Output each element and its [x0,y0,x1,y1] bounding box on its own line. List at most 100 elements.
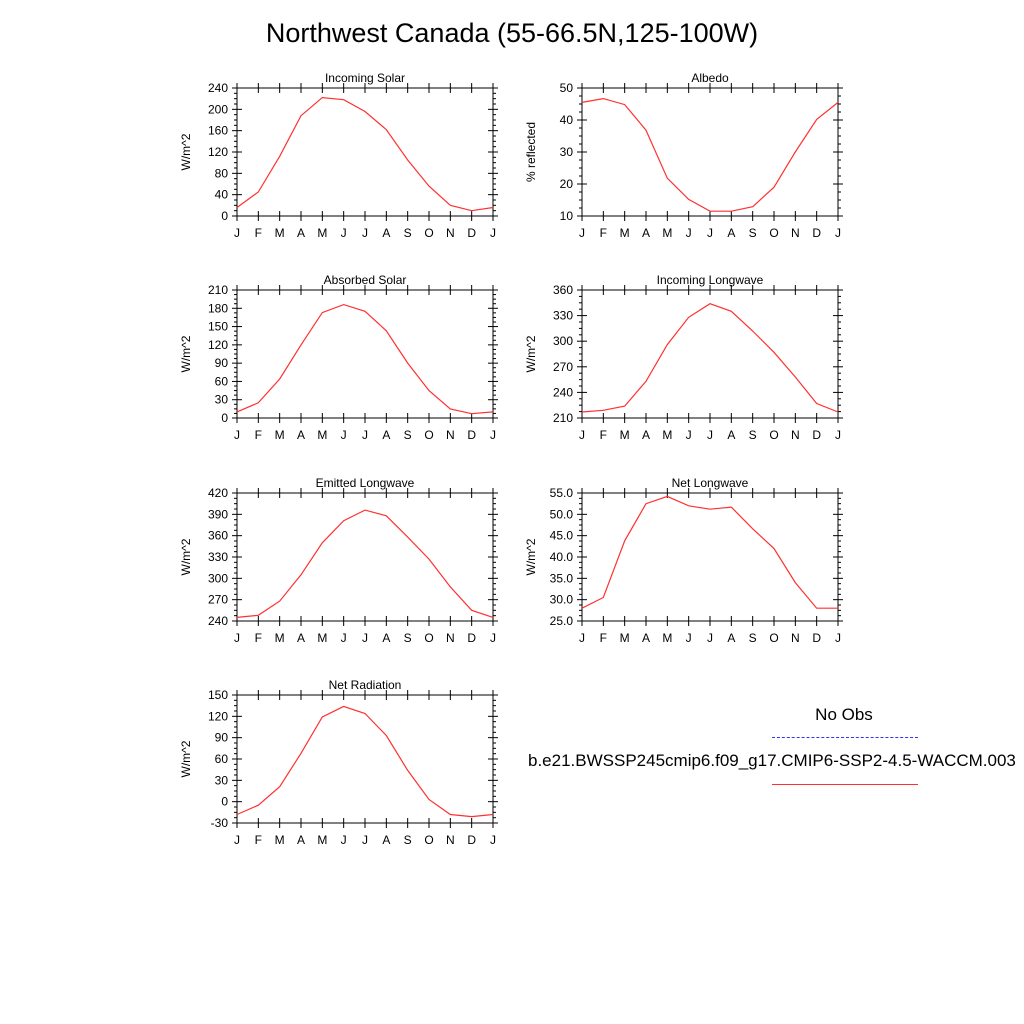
y-tick-label: 30 [215,393,229,407]
x-tick-label: S [404,226,412,240]
x-tick-label: M [317,226,327,240]
chart-incoming-longwave: Incoming Longwave W/m^2 210 240 270 300 330 360… [524,273,843,442]
x-tick-label: M [620,226,630,240]
legend-obs-line [772,737,918,738]
y-tick-label: 120 [208,145,228,159]
y-tick-label: 360 [553,283,573,297]
y-tick-label: 0 [221,411,228,425]
y-tick-label: 270 [208,593,228,607]
chart-title: Albedo [691,71,729,85]
series-line [581,495,838,609]
chart-title: Incoming Solar [325,71,405,85]
y-tick-label: 40 [560,113,574,127]
x-tick-label: A [382,226,390,240]
plot-frame [236,492,494,622]
x-tick-label: J [835,428,841,442]
chart-emitted-longwave: Emitted Longwave W/m^2 240 270 300 330 360 390 4… [179,476,498,645]
x-tick-label: A [642,226,650,240]
x-tick-label: S [404,833,412,847]
x-tick-label: F [600,631,607,645]
series-line [236,509,494,618]
y-tick-label: 25.0 [550,614,574,628]
x-tick-label: D [467,833,476,847]
x-tick-label: J [341,631,347,645]
x-tick-label: S [749,631,757,645]
x-tick-label: F [255,226,262,240]
y-tick-label: 60 [215,374,229,388]
y-tick-label: 45.0 [550,529,574,543]
x-tick-label: D [467,631,476,645]
x-tick-label: A [382,428,390,442]
x-tick-label: O [424,428,433,442]
x-tick-label: F [255,833,262,847]
x-tick-label: M [275,226,285,240]
y-tick-label: 120 [208,709,228,723]
y-tick-label: 40.0 [550,550,574,564]
x-tick-label: J [686,226,692,240]
x-tick-label: O [769,428,778,442]
x-tick-label: N [791,631,800,645]
y-axis-label: W/m^2 [524,538,538,575]
chart-title: Emitted Longwave [316,476,415,490]
chart-absorbed-solar: Absorbed Solar W/m^2 0 30 60 90 120 150 180 210 J F… [179,273,498,442]
chart-net-longwave: Net Longwave W/m^2 25.0 30.0 35.0 40.0 45.0 50.… [524,476,843,645]
y-tick-label: 330 [208,550,228,564]
series-line [581,303,839,413]
x-tick-label: J [686,428,692,442]
y-tick-label: 30 [560,145,574,159]
x-tick-label: J [490,833,496,847]
x-tick-label: M [620,631,630,645]
y-tick-label: 0 [221,209,228,223]
x-tick-label: J [341,226,347,240]
y-tick-label: 180 [208,301,228,315]
x-tick-label: S [404,428,412,442]
x-tick-label: J [490,631,496,645]
x-tick-label: A [382,631,390,645]
series-line [236,96,494,212]
x-tick-label: J [835,631,841,645]
plot-frame [581,289,839,419]
y-tick-label: -30 [211,816,229,830]
x-tick-label: J [362,226,368,240]
y-tick-label: 210 [553,411,573,425]
y-tick-label: 55.0 [550,486,574,500]
x-tick-label: M [275,833,285,847]
chart-title: Absorbed Solar [324,273,407,287]
y-tick-label: 50.0 [550,507,574,521]
x-tick-label: J [234,833,240,847]
x-tick-label: J [362,833,368,847]
x-tick-label: O [424,631,433,645]
x-tick-label: A [297,226,305,240]
plot-frame [581,492,839,622]
x-tick-label: A [297,833,305,847]
y-tick-label: 330 [553,309,573,323]
x-tick-label: J [490,226,496,240]
x-tick-label: J [835,226,841,240]
y-axis-label: W/m^2 [524,335,538,372]
legend-case-label: b.e21.BWSSP245cmip6.f09_g17.CMIP6-SSP2-4… [528,751,1016,770]
x-tick-label: F [600,226,607,240]
y-tick-label: 90 [215,731,229,745]
legend-obs-label: No Obs [815,705,873,724]
plot-frame [236,289,494,419]
x-tick-label: J [362,428,368,442]
y-tick-label: 270 [553,360,573,374]
y-tick-label: 90 [215,356,229,370]
y-axis-label: W/m^2 [179,335,193,372]
x-tick-label: J [707,631,713,645]
x-tick-label: J [341,428,347,442]
x-tick-label: A [727,226,735,240]
y-tick-label: 0 [221,795,228,809]
y-tick-label: 120 [208,338,228,352]
x-tick-label: F [600,428,607,442]
x-tick-label: A [727,631,735,645]
x-tick-label: A [297,631,305,645]
x-tick-label: J [490,428,496,442]
plot-frame [236,87,494,217]
x-tick-label: A [642,631,650,645]
x-tick-label: S [749,428,757,442]
y-tick-label: 200 [208,102,228,116]
chart-title: Net Radiation [329,678,402,692]
x-tick-label: D [812,428,821,442]
